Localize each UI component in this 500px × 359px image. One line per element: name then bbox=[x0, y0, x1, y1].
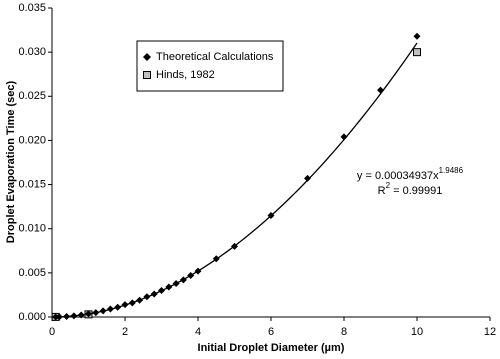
legend-marker bbox=[143, 71, 151, 79]
point bbox=[114, 303, 122, 311]
legend: Theoretical Calculations Hinds, 1982 bbox=[136, 40, 284, 92]
r2-power: 2 bbox=[386, 181, 391, 190]
point bbox=[340, 133, 348, 141]
r2-value: 0.99991 bbox=[403, 185, 443, 197]
point bbox=[413, 32, 421, 40]
y-tick-label: 0.030 bbox=[18, 46, 46, 58]
y-tick-label: 0.005 bbox=[18, 267, 46, 279]
point bbox=[377, 86, 384, 94]
point bbox=[92, 309, 100, 317]
legend-marker bbox=[143, 53, 151, 61]
point bbox=[212, 255, 220, 263]
point bbox=[165, 283, 173, 291]
point bbox=[179, 276, 187, 284]
point bbox=[267, 211, 275, 219]
fit-variable: x bbox=[433, 170, 439, 182]
x-axis-title: Initial Droplet Diameter (µm) bbox=[198, 342, 345, 354]
r2-equals: = bbox=[390, 185, 403, 197]
x-tick-label: 6 bbox=[268, 326, 274, 338]
point bbox=[128, 299, 136, 307]
legend-label: Hinds, 1982 bbox=[156, 69, 215, 81]
x-tick-label: 12 bbox=[484, 326, 496, 338]
fit-exponent: 1.9486 bbox=[439, 166, 464, 175]
point bbox=[194, 267, 202, 275]
point bbox=[136, 296, 144, 304]
fit-r2: R2 = 0.99991 bbox=[378, 181, 443, 197]
x-tick-label: 0 bbox=[49, 326, 55, 338]
point bbox=[55, 313, 63, 321]
fit-lhs: y = bbox=[357, 170, 375, 182]
x-tick-label: 2 bbox=[122, 326, 128, 338]
point bbox=[413, 48, 421, 57]
legend-label: Theoretical Calculations bbox=[156, 51, 274, 63]
point bbox=[85, 310, 92, 318]
x-tick-label: 8 bbox=[341, 326, 347, 338]
point bbox=[99, 307, 107, 315]
fit-coefficient: 0.00034937 bbox=[375, 170, 433, 182]
y-tick-label: 0.015 bbox=[18, 178, 46, 190]
y-tick-label: 0.025 bbox=[18, 90, 46, 102]
point bbox=[304, 174, 311, 182]
y-tick-label: 0.035 bbox=[18, 2, 46, 14]
point bbox=[231, 242, 238, 250]
point bbox=[150, 290, 158, 298]
y-axis-title: Droplet Evaporation Time (sec) bbox=[5, 80, 17, 243]
point bbox=[106, 305, 114, 313]
y-tick-label: 0.020 bbox=[18, 134, 46, 146]
y-tick-label: 0.010 bbox=[18, 223, 46, 235]
x-tick-label: 10 bbox=[411, 326, 423, 338]
y-tick-label: 0.000 bbox=[18, 311, 46, 323]
point bbox=[70, 312, 78, 320]
r2-symbol: R bbox=[378, 185, 386, 197]
point bbox=[172, 279, 180, 287]
point bbox=[63, 312, 71, 320]
fit-equation: y = 0.00034937x1.9486 bbox=[357, 166, 464, 182]
x-tick-label: 4 bbox=[195, 326, 201, 338]
point bbox=[187, 272, 195, 280]
point bbox=[52, 313, 60, 321]
legend-box bbox=[136, 40, 284, 92]
point bbox=[77, 311, 85, 319]
point bbox=[158, 287, 165, 295]
point bbox=[143, 293, 151, 301]
point bbox=[121, 301, 129, 309]
